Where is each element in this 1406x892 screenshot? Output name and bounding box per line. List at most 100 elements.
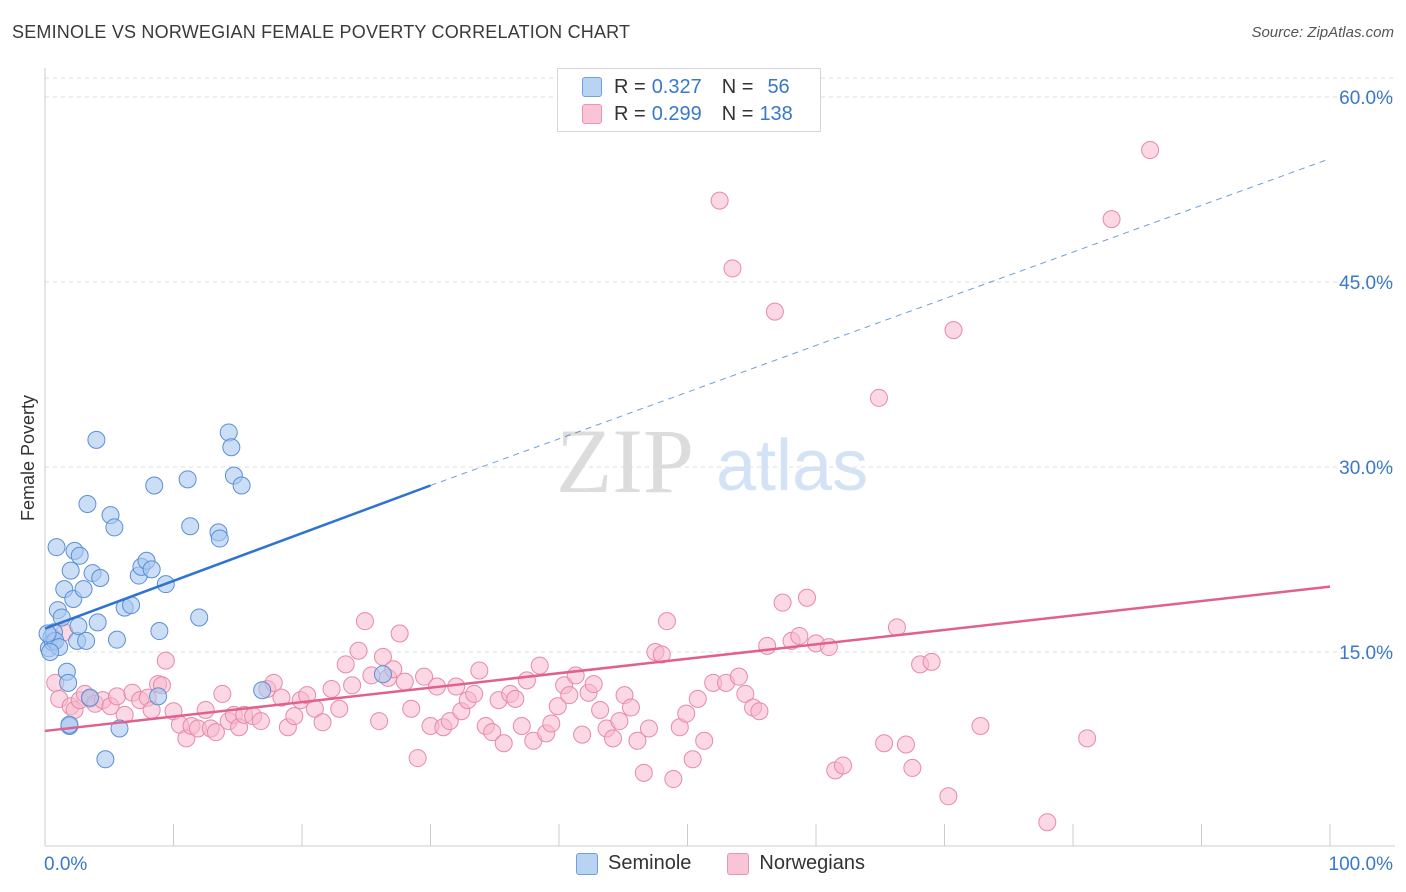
norwegian-point <box>729 667 748 686</box>
norwegian-point <box>939 787 958 806</box>
seminole-swatch <box>582 77 602 97</box>
gridlines <box>45 77 1395 653</box>
n-label: N = <box>721 102 754 125</box>
norwegian-point <box>1141 141 1160 160</box>
seminole-point <box>178 470 197 489</box>
norwegian-point <box>560 686 579 705</box>
seminole-point <box>41 643 60 661</box>
norwegian-point <box>251 712 270 731</box>
norwegian-point <box>272 688 291 707</box>
norwegian-point <box>971 717 990 735</box>
norwegian-point <box>530 656 549 675</box>
norwegian-point <box>628 731 647 750</box>
norwegian-point <box>1038 813 1057 832</box>
chart-title: SEMINOLE VS NORWEGIAN FEMALE POVERTY COR… <box>12 22 631 42</box>
norwegian-point <box>677 704 696 723</box>
norwegian-legend-label: Norwegians <box>759 852 865 874</box>
norwegian-point <box>440 712 459 731</box>
norwegian-point <box>330 699 349 718</box>
x-tick-label-max: 100.0% <box>1329 854 1394 875</box>
norwegian-point <box>483 723 502 742</box>
norwegian-point <box>355 612 374 631</box>
norwegian-point <box>415 667 434 686</box>
watermark: ZIP atlas <box>556 410 868 512</box>
norwegian-point <box>896 735 915 754</box>
axis-labels: 15.0% 30.0% 45.0% 60.0% 0.0% 100.0% Female Pov… <box>18 88 1393 875</box>
norwegian-point <box>833 756 852 775</box>
x-tick-label-min: 0.0% <box>44 854 87 875</box>
y-tick-label: 15.0% <box>1339 643 1393 664</box>
legend-row-norwegians: R = 0.299 N = 138 <box>582 102 793 126</box>
r-label: R = <box>614 75 646 98</box>
trend-lines <box>44 158 1331 733</box>
norwegian-point <box>156 651 175 670</box>
norwegian-point <box>621 698 640 717</box>
norwegian-point <box>639 719 658 738</box>
r-value: 0.299 <box>651 102 702 125</box>
norwegian-point <box>494 734 513 753</box>
norwegian-point <box>390 624 409 643</box>
seminole-legend-swatch <box>576 852 598 875</box>
norwegian-point <box>343 676 362 695</box>
seminole-point <box>87 430 106 449</box>
n-label: N = <box>721 75 754 98</box>
seminole-point <box>88 613 107 632</box>
legend-row-seminole: R = 0.327 N = 56 <box>582 75 790 99</box>
seminole-point <box>190 608 209 627</box>
seminole-point <box>80 688 99 707</box>
y-tick-label: 30.0% <box>1339 458 1393 479</box>
seminole-point <box>78 495 97 513</box>
seminole-point <box>69 617 88 636</box>
norwegian-point <box>603 729 622 748</box>
seminole-point <box>253 681 272 700</box>
seminole-point <box>150 622 169 641</box>
norwegian-point <box>922 652 941 671</box>
norwegian-point <box>869 388 888 407</box>
norwegian-point <box>695 731 714 750</box>
seminole-point <box>91 569 110 587</box>
norwegian-point <box>750 702 769 721</box>
norwegian-point <box>1102 210 1121 229</box>
seminole-point <box>96 750 115 769</box>
norwegian-point <box>798 588 817 607</box>
norwegian-point <box>349 641 368 660</box>
norwegian-point <box>790 626 809 645</box>
norwegian-point <box>1078 729 1097 748</box>
seminole-point <box>47 538 66 557</box>
norwegian-point <box>903 758 922 777</box>
norwegian-point <box>370 712 389 731</box>
seminole-legend-label: Seminole <box>608 852 692 874</box>
norwegian-point <box>506 689 525 708</box>
seminole-point <box>70 546 89 565</box>
norwegian-point <box>336 655 355 674</box>
seminole-trend-line <box>44 484 431 630</box>
seminole-point <box>105 518 124 537</box>
seminole-point <box>373 665 392 684</box>
norwegian-point <box>298 686 317 705</box>
norwegian-point <box>542 714 561 733</box>
n-value: 138 <box>759 102 793 125</box>
seminole-point <box>77 631 96 650</box>
norwegian-point <box>517 671 536 690</box>
norwegian-point <box>548 697 567 716</box>
seminole-point <box>142 560 161 579</box>
norwegian-legend-swatch <box>727 852 750 875</box>
r-label: R = <box>614 102 646 125</box>
y-tick-label: 60.0% <box>1339 88 1393 109</box>
seminole-point <box>38 624 57 643</box>
y-axis-label: Female Poverty <box>18 395 38 521</box>
seminole-point <box>59 673 78 692</box>
correlation-legend: R = 0.327 N = 56 R = 0.299 N = 138 <box>557 68 821 132</box>
norwegian-point <box>408 749 427 768</box>
y-tick-label: 45.0% <box>1339 273 1393 294</box>
norwegian-point <box>664 770 683 789</box>
seminole-point <box>222 438 241 457</box>
norwegian-point <box>887 618 906 637</box>
norwegian-point <box>196 700 215 719</box>
norwegian-point <box>723 259 742 278</box>
seminole-point <box>181 517 200 536</box>
norwegian-point <box>683 750 702 769</box>
watermark-atlas: atlas <box>716 426 868 506</box>
seminole-point <box>210 529 229 548</box>
